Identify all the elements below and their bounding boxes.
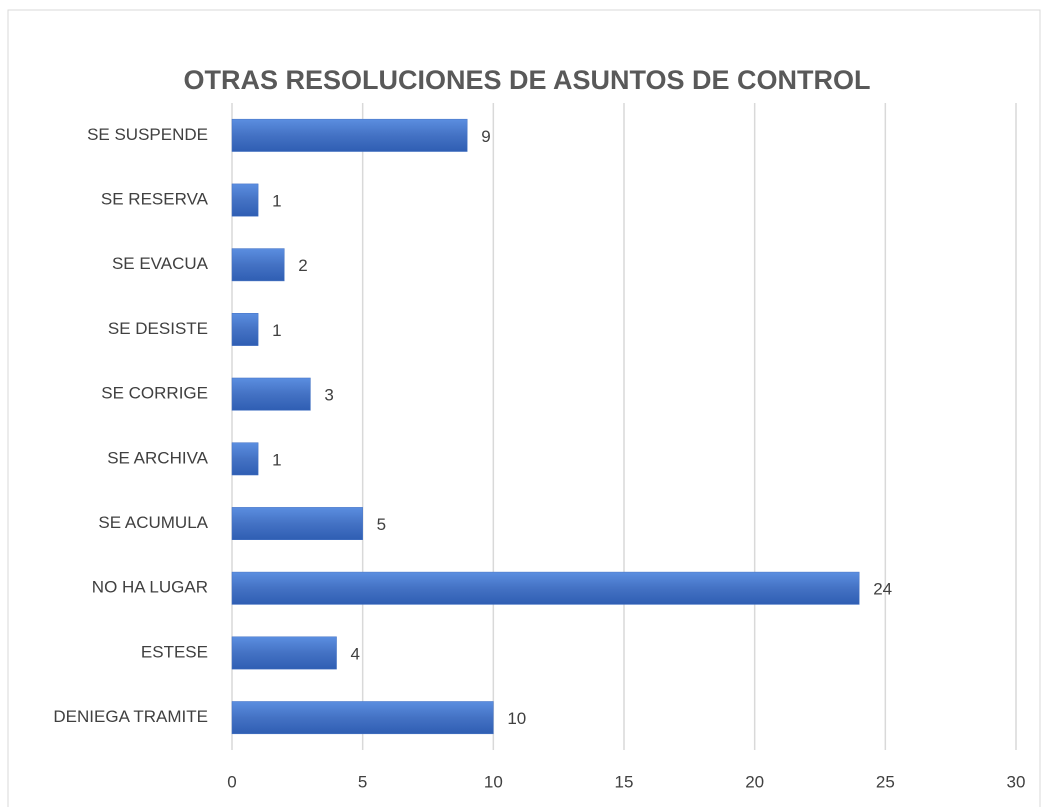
y-tick-label: SE ARCHIVA [107,448,208,467]
bar [231,248,285,282]
y-tick-label: SE DESISTE [108,319,208,338]
data-label: 1 [272,321,281,340]
bar [231,183,259,217]
y-tick-label: NO HA LUGAR [92,578,208,597]
y-tick-label: DENIEGA TRAMITE [53,707,208,726]
data-label: 24 [873,580,892,599]
data-label: 9 [481,127,490,146]
x-tick-label: 30 [1007,772,1026,791]
data-label: 5 [377,515,386,534]
chart-title: OTRAS RESOLUCIONES DE ASUNTOS DE CONTROL [183,65,870,95]
bar [231,313,259,346]
x-tick-label: 25 [876,772,895,791]
bar [231,701,494,735]
y-tick-label: ESTESE [141,642,208,661]
bar [231,377,311,411]
y-tick-label: SE ACUMULA [98,513,208,532]
data-label: 4 [351,644,360,663]
bar [231,571,860,605]
data-label: 1 [272,450,281,469]
bar [231,636,337,670]
data-label: 2 [298,256,307,275]
y-tick-label: SE EVACUA [112,254,209,273]
x-tick-label: 0 [227,772,236,791]
data-label: 1 [272,192,281,211]
data-label: 10 [507,709,526,728]
bar [231,507,363,540]
x-tick-label: 5 [358,772,367,791]
x-tick-label: 20 [745,772,764,791]
y-tick-label: SE CORRIGE [101,384,208,403]
x-tick-label: 15 [615,772,634,791]
chart-border [7,9,1041,812]
y-tick-label: SE RESERVA [101,190,209,209]
bar [231,118,468,152]
y-tick-label: SE SUSPENDE [87,125,208,144]
x-tick-label: 10 [484,772,503,791]
bar [231,442,259,476]
data-label: 3 [324,386,333,405]
